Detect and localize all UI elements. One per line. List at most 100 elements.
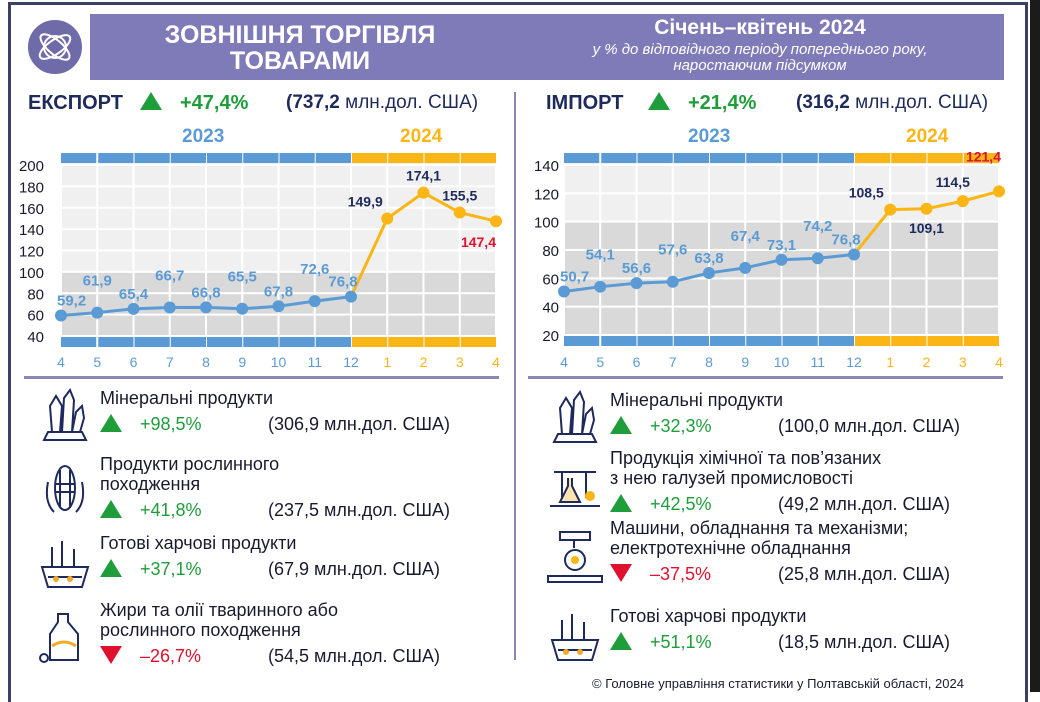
year-bar-top (564, 153, 600, 163)
category: Готові харчові продукти (610, 606, 806, 626)
category-name: Жири та олії тваринного або (100, 600, 338, 620)
year-bar-top (279, 153, 315, 163)
data-point-2024 (417, 186, 430, 199)
up-arrow-icon (100, 500, 122, 523)
category-change: –26,7% (140, 646, 202, 666)
data-point-2023 (345, 290, 357, 303)
data-point-2023 (739, 261, 752, 274)
category: Продукція хімічної та пов’язаних з нею га… (610, 448, 881, 488)
data-label: 56,6 (622, 260, 651, 277)
year-bar-top (673, 153, 709, 163)
category-name: з нею галузей промисловості (610, 468, 854, 488)
divider (528, 376, 1003, 379)
category: Жири та олії тваринного або рослинного по… (100, 600, 338, 640)
y-tick-label: 80 (27, 286, 44, 303)
export-amount: (737,2 млн.дол. США) (286, 92, 478, 114)
data-label: 114,5 (936, 174, 970, 190)
year-bar-bottom (746, 336, 782, 346)
data-point-2023 (55, 309, 67, 322)
data-label: 67,8 (264, 283, 293, 300)
category-name: електротехнічне обладнання (610, 538, 851, 558)
category-value: (67,9 млн.дол. США) (268, 559, 440, 579)
data-label: 59,2 (57, 292, 86, 309)
up-arrow-icon (100, 559, 122, 582)
x-tick-label: 2 (923, 354, 931, 370)
data-label: 174,1 (406, 168, 441, 184)
year-2024: 2024 (906, 126, 949, 147)
y-tick-label: 120 (19, 244, 44, 261)
x-tick-label: 5 (93, 354, 101, 370)
data-point-2023 (558, 285, 570, 298)
food-basket-icon (544, 606, 606, 664)
year-bar-top (855, 153, 891, 163)
year-bar-bottom (673, 336, 709, 346)
category-name: Продукти рослинного (100, 454, 280, 474)
x-tick-label: 7 (166, 354, 174, 370)
data-point-2024 (381, 212, 394, 225)
x-tick-label: 11 (810, 354, 825, 370)
category-name: походження (100, 474, 201, 494)
y-tick-label: 140 (534, 158, 559, 175)
y-tick-label: 60 (542, 271, 559, 288)
year-bar-top (927, 153, 963, 163)
up-arrow-icon (648, 92, 670, 115)
data-label: 73,1 (767, 237, 796, 254)
x-tick-label: 2 (420, 354, 428, 370)
import-label: ІМПОРТ (546, 92, 624, 114)
category: Мінеральні продукти (610, 390, 783, 410)
year-bar-bottom (170, 337, 206, 347)
year-bar-bottom (710, 336, 746, 346)
x-tick-label: 6 (130, 354, 138, 370)
year-bar-bottom (927, 336, 963, 346)
subtitle-line: наростаючим підсумком (673, 57, 847, 74)
category: Готові харчові продукти (100, 533, 296, 553)
data-point-2023 (236, 302, 249, 315)
x-tick-label: 4 (492, 354, 500, 370)
data-label: 149,9 (348, 194, 383, 210)
year-bar-bottom (315, 337, 351, 347)
year-bar-top (891, 153, 927, 163)
category-value: (237,5 млн.дол. США) (268, 500, 450, 520)
category: Продукти рослинного походження (100, 454, 279, 494)
x-tick-label: 4 (57, 354, 65, 370)
year-bar-bottom (424, 337, 460, 347)
up-arrow-icon (610, 632, 632, 655)
subtitle-line: у % до відповідного періоду попереднього… (592, 41, 928, 58)
data-label: 121,4 (966, 148, 1001, 164)
year-bar-bottom (963, 336, 999, 346)
x-tick-label: 4 (995, 354, 1003, 370)
year-bar-bottom (279, 337, 315, 347)
year-bar-bottom (460, 337, 496, 347)
year-bar-bottom (782, 336, 818, 346)
data-label: 76,8 (328, 274, 357, 291)
data-point-2023 (163, 301, 176, 314)
import-change: +21,4% (688, 92, 757, 114)
year-bar-bottom (601, 336, 637, 346)
edge (1030, 0, 1040, 692)
category-change: +98,5% (140, 414, 202, 434)
data-label: 65,5 (228, 269, 257, 286)
category-name: Машини, обладнання та механізми; (610, 518, 909, 538)
title-line: ЗОВНІШНЯ ТОРГІВЛЯ (164, 21, 436, 49)
x-tick-label: 8 (202, 354, 210, 370)
data-label: 66,7 (155, 267, 184, 284)
year-bar-top (782, 153, 818, 163)
x-tick-label: 4 (560, 354, 568, 370)
year-bar-top (424, 153, 460, 163)
food-basket-icon (34, 533, 96, 591)
data-label: 50,7 (560, 269, 589, 286)
up-arrow-icon (140, 92, 162, 115)
category-change: +51,1% (650, 632, 712, 652)
export-chart: 40 60 80 100 120 140 160 180 200 59,2 61,9 65,4 66,7… (19, 153, 502, 370)
year-bar-bottom (891, 336, 927, 346)
category-change: +42,5% (650, 494, 712, 514)
year-bar-bottom (352, 337, 388, 347)
category-value: (54,5 млн.дол. США) (268, 646, 440, 666)
year-bar-top (352, 153, 388, 163)
data-label: 57,6 (658, 242, 687, 259)
export-label: ЕКСПОРТ (28, 92, 123, 114)
category-change: –37,5% (650, 564, 712, 584)
data-point-2023 (308, 295, 321, 308)
data-label: 61,9 (83, 273, 112, 290)
page-title: ЗОВНІШНЯ ТОРГІВЛЯ ТОВАРАМИ (140, 22, 460, 74)
